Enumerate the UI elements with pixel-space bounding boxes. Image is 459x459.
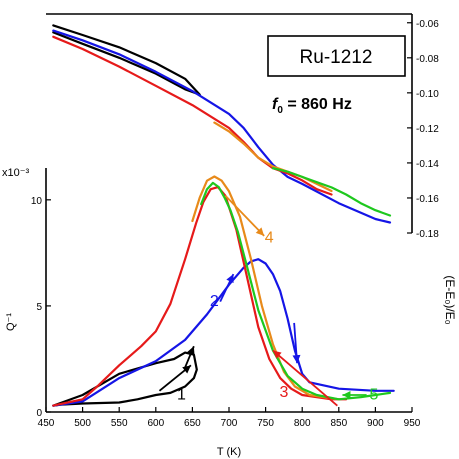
right-tick-label: -0.14: [416, 159, 439, 170]
dissipation-series-group: [52, 175, 395, 407]
arrow-head: [226, 274, 234, 284]
right-axis-ticks: -0.06 -0.08 -0.10 -0.12 -0.14 -0.16 -0.18: [407, 19, 439, 240]
right-tick-label: -0.08: [416, 54, 439, 65]
arrow-shaft: [224, 194, 265, 237]
arrow-head: [187, 346, 195, 356]
right-axis-label: (E-E₀)/E₀: [443, 275, 457, 324]
frequency-symbol: f: [272, 96, 279, 113]
x-tick-label: 900: [367, 418, 384, 429]
curve-number-labels: 1 2 3 4 5: [177, 229, 379, 403]
curve-label-4: 4: [265, 229, 274, 246]
modulus-series-group: [52, 24, 392, 224]
frequency-label: f0 = 860 Hz: [272, 96, 352, 116]
right-tick-label: -0.18: [416, 229, 439, 240]
left-axis-label: Q⁻¹: [5, 313, 17, 331]
x-tick-label: 850: [330, 418, 347, 429]
arrow-head: [292, 354, 301, 364]
title-box: Ru-1212: [267, 35, 406, 77]
right-tick-label: -0.12: [416, 124, 439, 135]
x-tick-label: 700: [221, 418, 238, 429]
x-tick-label: 650: [184, 418, 201, 429]
x-tick-label: 950: [404, 418, 421, 429]
frequency-subscript: 0: [277, 105, 283, 116]
left-tick-label: 0: [36, 408, 42, 419]
x-tick-label: 500: [74, 418, 91, 429]
frequency-value: = 860 Hz: [283, 96, 352, 113]
x-tick-label: 450: [38, 418, 55, 429]
arrow-head: [182, 365, 191, 374]
dissipation-series-green: [200, 181, 392, 401]
arrow-head: [255, 227, 265, 236]
left-axis-exponent: x10⁻³: [2, 167, 30, 179]
dissipation-series-orange: [191, 175, 340, 401]
chart-title: Ru-1212: [300, 47, 373, 68]
x-axis-label: T (K): [217, 446, 241, 458]
x-tick-label: 550: [111, 418, 128, 429]
modulus-series-green: [271, 167, 392, 217]
arrow-head: [342, 391, 351, 400]
left-tick-label: 5: [36, 302, 42, 313]
arrow-head: [272, 350, 282, 359]
curve-label-2: 2: [210, 293, 219, 310]
left-tick-label: 10: [31, 196, 43, 207]
curve-label-3: 3: [279, 384, 288, 401]
title-box-border: [267, 35, 406, 77]
right-tick-label: -0.10: [416, 89, 439, 100]
x-tick-label: 750: [257, 418, 274, 429]
right-tick-label: -0.16: [416, 194, 439, 205]
x-axis-ticks: 450 500 550 600 650 700 750 800 850 900 950: [38, 407, 421, 429]
right-tick-label: -0.06: [416, 19, 439, 30]
curve-label-1: 1: [177, 386, 186, 403]
left-axis-ticks: 0 5 10: [31, 196, 51, 419]
modulus-series-red: [52, 35, 333, 196]
curve-label-5: 5: [369, 386, 378, 403]
modulus-series-blue: [52, 29, 392, 224]
x-tick-label: 800: [294, 418, 311, 429]
x-tick-label: 600: [147, 418, 164, 429]
arrow-annotations: [158, 194, 367, 407]
arrow-shaft: [272, 349, 338, 407]
